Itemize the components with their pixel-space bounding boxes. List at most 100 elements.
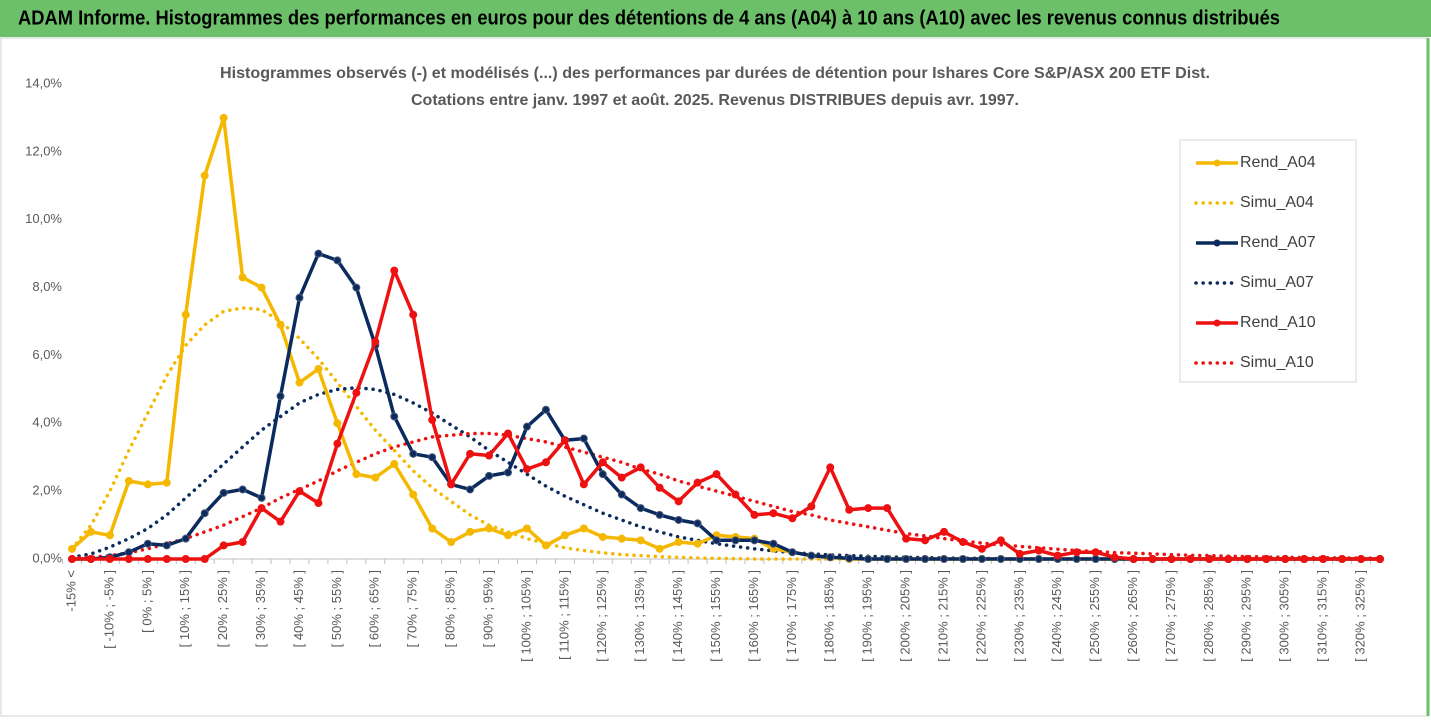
point <box>693 478 702 487</box>
x-tick-label: [ 70% ; 75% ] <box>405 570 420 647</box>
point <box>769 539 778 548</box>
point <box>238 538 247 547</box>
point <box>162 541 171 550</box>
point <box>466 449 475 458</box>
point <box>238 273 247 282</box>
x-tick-label: [ 40% ; 45% ] <box>291 570 306 647</box>
point <box>750 510 759 519</box>
x-tick-label: [ 100% ; 105% ] <box>518 570 533 662</box>
legend-label: Simu_A07 <box>1240 274 1314 291</box>
point <box>826 553 835 562</box>
point <box>617 534 626 543</box>
point <box>579 524 588 533</box>
point <box>807 502 816 511</box>
point <box>617 490 626 499</box>
point <box>1262 555 1271 563</box>
x-tick-label: [ 290% ; 295% ] <box>1239 570 1254 662</box>
chart-subtitle: Cotations entre janv. 1997 et août. 2025… <box>411 92 1019 109</box>
legend-label: Rend_A10 <box>1240 314 1316 331</box>
point <box>68 555 76 563</box>
y-tick-label: 4,0% <box>32 415 62 430</box>
point <box>352 388 361 397</box>
point <box>219 488 228 497</box>
point <box>655 483 664 492</box>
point <box>940 555 948 563</box>
point <box>447 480 456 489</box>
y-tick-label: 0,0% <box>32 550 62 565</box>
legend-marker <box>1213 319 1221 327</box>
point <box>181 534 190 543</box>
point <box>788 548 797 557</box>
point <box>769 509 778 518</box>
point <box>807 551 816 560</box>
point <box>617 473 626 482</box>
point <box>522 422 531 431</box>
x-tick-label: [ 160% ; 165% ] <box>746 570 761 662</box>
point <box>1072 548 1081 557</box>
point <box>636 504 645 513</box>
point <box>598 458 607 467</box>
point <box>674 538 683 547</box>
point <box>788 514 797 523</box>
point <box>314 499 323 508</box>
x-tick-label: [ 0% ; 5% ] <box>139 570 154 633</box>
point <box>466 485 475 494</box>
point <box>295 378 304 387</box>
point <box>731 490 740 499</box>
header-bar <box>0 0 1431 37</box>
point <box>371 473 380 482</box>
point <box>655 544 664 553</box>
series-line <box>70 306 1382 561</box>
point <box>276 517 285 526</box>
y-tick-label: 12,0% <box>25 143 62 158</box>
x-tick-label: [ 220% ; 225% ] <box>973 570 988 662</box>
point <box>1167 555 1176 563</box>
x-tick-label: -15% < <box>63 570 78 612</box>
point <box>162 555 171 563</box>
y-tick-label: 14,0% <box>25 75 62 90</box>
point <box>390 266 399 275</box>
x-tick-label: [ 20% ; 25% ] <box>215 570 230 647</box>
x-tick-label: [ 190% ; 195% ] <box>860 570 875 662</box>
x-tick-label: [ 170% ; 175% ] <box>784 570 799 662</box>
point <box>447 538 456 547</box>
point <box>428 453 437 462</box>
point <box>105 555 114 563</box>
point <box>504 468 512 477</box>
x-tick-label: [ 90% ; 95% ] <box>480 570 495 647</box>
point <box>200 171 209 180</box>
y-tick-label: 6,0% <box>32 347 62 362</box>
point <box>1091 555 1100 563</box>
x-tick-label: [ 150% ; 155% ] <box>708 570 723 662</box>
point <box>598 470 607 479</box>
point <box>1148 555 1157 563</box>
point <box>1034 555 1043 563</box>
x-tick-label: [ 210% ; 215% ] <box>935 570 950 662</box>
point <box>68 544 76 553</box>
point <box>295 487 304 496</box>
point <box>1034 546 1043 555</box>
x-tick-label: [ -10% ; -5% ] <box>101 570 116 649</box>
x-tick-label: [ 280% ; 285% ] <box>1201 570 1216 662</box>
point <box>86 555 95 563</box>
point <box>902 555 911 563</box>
point <box>257 504 266 513</box>
point <box>314 365 323 373</box>
x-tick-label: [ 130% ; 135% ] <box>632 570 647 662</box>
x-tick-label: [ 260% ; 265% ] <box>1125 570 1140 662</box>
x-tick-label: [ 10% ; 15% ] <box>177 570 192 647</box>
point <box>181 310 190 319</box>
point <box>541 405 550 414</box>
point <box>485 451 494 460</box>
point <box>333 419 342 428</box>
point <box>352 470 361 479</box>
point <box>276 392 285 401</box>
x-tick-label: [ 80% ; 85% ] <box>443 570 458 647</box>
point <box>314 249 323 258</box>
chart-title: Histogrammes observés (-) et modélisés (… <box>220 65 1210 82</box>
point <box>105 531 114 540</box>
point <box>86 527 95 536</box>
point <box>636 536 645 545</box>
point <box>826 463 835 472</box>
point <box>143 539 152 548</box>
